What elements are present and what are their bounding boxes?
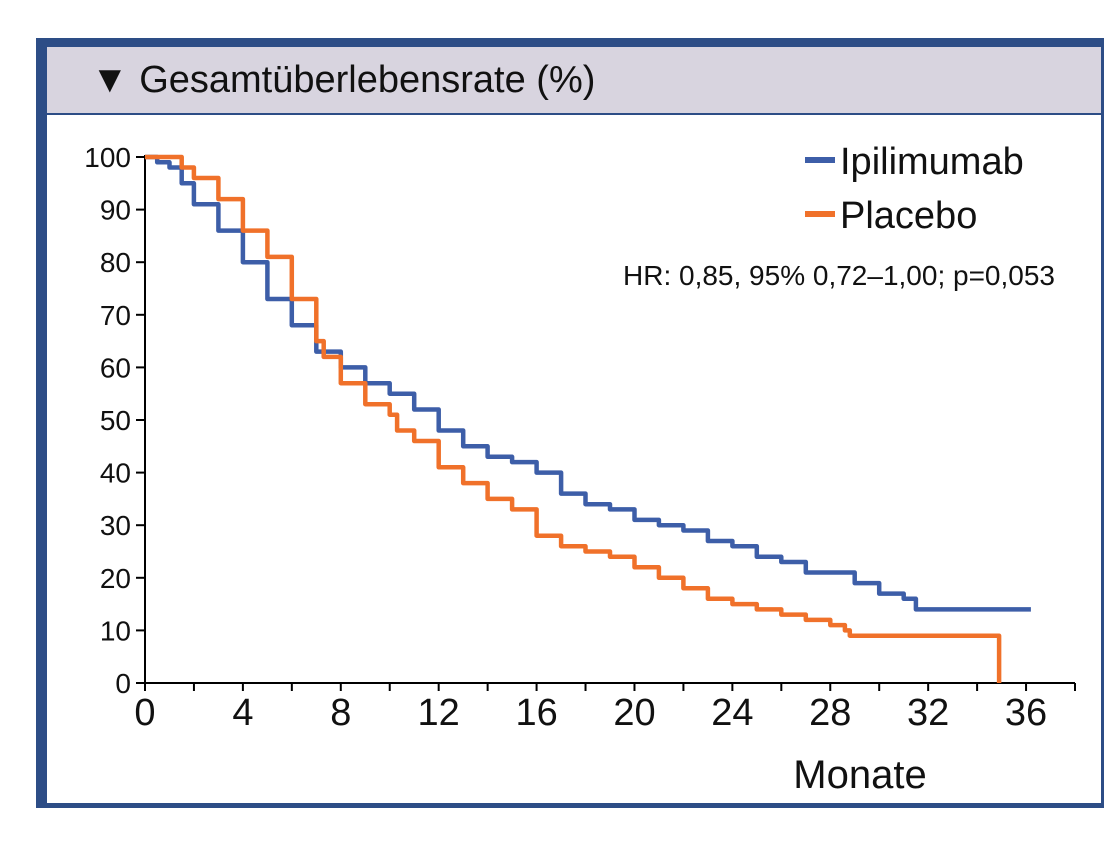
y-tick-label: 80 xyxy=(100,247,131,278)
y-tick-label: 60 xyxy=(100,352,131,383)
y-tick-label: 30 xyxy=(100,510,131,541)
series-line-placebo xyxy=(145,154,1002,683)
x-tick-label: 32 xyxy=(907,692,949,734)
x-tick-label: 20 xyxy=(613,692,655,734)
chart-panel: ▼ Gesamtüberlebensrate (%) xyxy=(36,38,1104,808)
x-tick-label: 12 xyxy=(418,692,460,734)
x-tick-label: 8 xyxy=(330,692,351,734)
y-tick-label: 0 xyxy=(115,668,131,699)
y-tick-label: 50 xyxy=(100,405,131,436)
x-tick-label: 16 xyxy=(515,692,557,734)
panel-header: ▼ Gesamtüberlebensrate (%) xyxy=(47,47,1101,115)
chart-title: Gesamtüberlebensrate (%) xyxy=(139,59,596,101)
y-tick-label: 20 xyxy=(100,563,131,594)
x-tick-label: 24 xyxy=(711,692,753,734)
y-tick-label: 70 xyxy=(100,300,131,331)
x-tick-label: 0 xyxy=(134,692,155,734)
x-tick-label: 36 xyxy=(1005,692,1047,734)
y-tick-label: 40 xyxy=(100,458,131,489)
hazard-ratio-annotation: HR: 0,85, 95% 0,72–1,00; p=0,053 xyxy=(623,260,1055,291)
y-tick-label: 90 xyxy=(100,195,131,226)
legend-label-ipilimumab: Ipilimumab xyxy=(840,141,1024,183)
y-tick-label: 10 xyxy=(100,615,131,646)
y-tick-label: 100 xyxy=(84,142,131,173)
x-tick-label: 4 xyxy=(232,692,253,734)
triangle-down-icon: ▼ xyxy=(91,59,129,101)
page-title: ▼ Gesamtüberlebensrate (%) xyxy=(91,59,595,102)
legend-label-placebo: Placebo xyxy=(840,195,977,237)
x-tick-label: 28 xyxy=(809,692,851,734)
x-axis-label: Monate xyxy=(793,753,926,797)
series-line-ipilimumab xyxy=(145,154,1031,612)
